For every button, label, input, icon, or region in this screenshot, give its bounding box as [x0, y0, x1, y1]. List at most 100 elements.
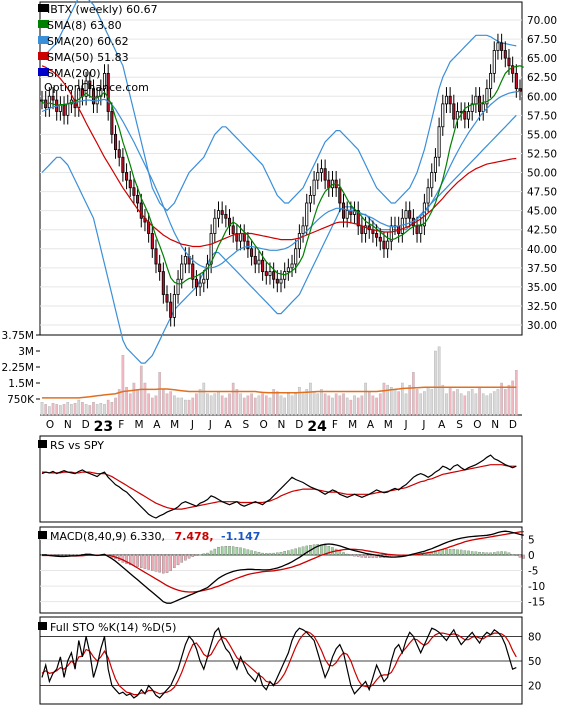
candle-body: [503, 50, 507, 59]
candle-body: [161, 271, 165, 295]
volume-bar: [375, 397, 378, 416]
price-tick-label: 30.00: [527, 320, 557, 332]
macd-tick-label: -10: [528, 581, 545, 593]
macd-label-group: MACD(8,40,9) 6.330, 7.478, -1.147: [50, 530, 260, 543]
volume-bar: [117, 389, 121, 416]
volume-bar: [70, 404, 73, 416]
price-tick-label: 52.50: [527, 148, 557, 160]
candle-body: [40, 99, 44, 102]
volume-bars: [40, 346, 518, 416]
volume-bar: [40, 402, 44, 416]
macd-histogram-bar: [272, 552, 275, 556]
candle-body: [511, 65, 515, 74]
volume-bar: [437, 346, 441, 416]
volume-bar: [184, 399, 187, 416]
volume-bar: [283, 397, 287, 416]
volume-bar: [220, 395, 224, 416]
macd-histogram-bar: [261, 552, 264, 556]
macd-signal-line: [42, 530, 524, 593]
legend-sma50: SMA(50) 51.83: [47, 51, 129, 64]
candle-body: [441, 103, 445, 128]
volume-bar: [345, 397, 349, 416]
macd-histogram-bar: [202, 553, 206, 556]
candle-body: [202, 278, 206, 284]
volume-bar: [452, 391, 456, 416]
volume-bar: [492, 391, 496, 416]
macd-histogram-bar: [209, 550, 213, 556]
x-axis-label: 24: [307, 419, 327, 435]
volume-bar: [393, 389, 397, 416]
candle-body: [452, 103, 456, 120]
volume-tick-label: 2.25M: [2, 362, 34, 374]
rs-panel-frame: [39, 435, 523, 523]
candle-body: [180, 263, 184, 280]
rs-line: [41, 454, 517, 519]
price-tick-label: 55.00: [527, 129, 557, 141]
candle-body: [297, 233, 301, 250]
stochastic-lines: [41, 627, 517, 699]
volume-bar: [176, 397, 180, 416]
volume-bar: [298, 387, 301, 416]
macd-histogram-bar: [239, 547, 242, 556]
volume-tick-label: 750K: [7, 394, 35, 406]
macd-histogram-bar: [445, 549, 448, 556]
volume-bar: [253, 397, 257, 416]
volume-bar: [106, 399, 110, 416]
macd-histogram-bar: [467, 550, 470, 556]
macd-lines: [42, 530, 524, 604]
candle-body: [91, 88, 96, 105]
volume-bar: [99, 403, 103, 416]
price-tick-label: 35.00: [527, 282, 557, 294]
macd-histogram-bar: [184, 554, 187, 561]
macd-histogram-bar: [518, 554, 522, 558]
volume-bar: [81, 402, 84, 416]
candle-body: [470, 103, 474, 112]
volume-bar: [459, 393, 463, 416]
volume-bar: [125, 387, 128, 416]
candle-body: [338, 187, 342, 204]
candle-body: [128, 179, 132, 189]
volume-bar: [412, 372, 415, 416]
volume-y-axis: 3.75M 3M 2.25M 1.5M 750K: [2, 330, 40, 406]
volume-bar: [235, 389, 239, 416]
volume-bar: [139, 365, 143, 416]
macd-histogram-bar: [515, 554, 518, 557]
macd-histogram-bar: [158, 554, 161, 573]
x-axis-label: M: [134, 419, 143, 431]
candle-body: [172, 294, 176, 318]
macd-line: [42, 530, 524, 604]
macd-histogram-bar: [268, 553, 272, 556]
macd-histogram-bar: [312, 544, 316, 556]
volume-bar: [327, 395, 331, 416]
volume-bar: [92, 402, 95, 416]
volume-bar: [301, 393, 305, 416]
x-axis-label: N: [491, 419, 499, 431]
x-axis-label: F: [118, 419, 124, 431]
macd-histogram-bar: [492, 552, 496, 556]
x-axis-label: J: [190, 419, 194, 431]
volume-bar: [342, 393, 345, 416]
volume-bar: [114, 397, 117, 416]
macd-histogram-bar: [511, 554, 514, 556]
legend-sma20: SMA(20) 60.62: [47, 35, 129, 48]
macd-histogram-bar: [463, 550, 467, 556]
volume-bar: [206, 393, 209, 416]
volume-bar: [231, 382, 235, 416]
price-tick-label: 65.00: [527, 53, 557, 65]
volume-bar: [275, 391, 279, 416]
macd-histogram-bar: [128, 554, 132, 566]
volume-average-line: [42, 386, 517, 399]
candle-body: [242, 233, 246, 242]
candle-body: [275, 278, 279, 284]
volume-bar: [62, 404, 66, 416]
candle-body: [433, 156, 437, 173]
x-axis-label: A: [153, 419, 161, 431]
macd-histogram-bar: [276, 552, 279, 556]
candle-body: [58, 105, 62, 112]
macd-histogram-bar: [496, 551, 500, 556]
stochastic-grid: [40, 636, 522, 686]
x-axis-label: A: [367, 419, 375, 431]
price-tick-label: 60.00: [527, 91, 557, 103]
candle-body: [51, 95, 55, 101]
